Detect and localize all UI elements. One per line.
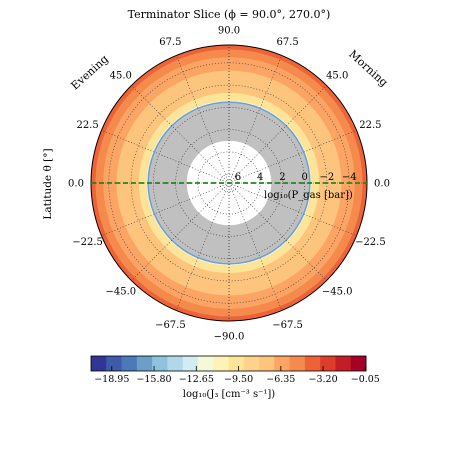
colorbar-swatch (152, 356, 168, 371)
latitude-grid-line (228, 182, 327, 281)
colorbar-tick-label: −3.20 (309, 374, 338, 385)
colorbar-frame (90, 355, 367, 372)
colorbar-swatch (121, 356, 138, 371)
latitude-tick-label: 90.0 (218, 26, 240, 37)
latitude-grid-line (175, 55, 230, 184)
latitude-grid-line (228, 182, 283, 311)
colorbar: −18.95 −15.80 −12.65 −9.50 −6.35 −3.20 −0.05 (90, 355, 380, 385)
colorbar-swatch (243, 356, 260, 371)
colorbar-swatch (320, 356, 336, 371)
colorbar-tick-label: −18.95 (94, 374, 129, 385)
pressure-tick-label: 4 (257, 172, 263, 183)
colorbar-swatch (136, 356, 153, 371)
morning-label: Morning (346, 48, 390, 90)
polar-plot: 90.0 67.5 67.5 45.0 45.0 22.5 22.5 0.0 0.0 −22.5 −… (68, 26, 390, 343)
latitude-tick-label: 67.5 (159, 37, 181, 48)
y-axis-label: Latitude θ [°] (42, 148, 54, 219)
colorbar-swatch (197, 356, 214, 371)
colorbar-tick-label: −6.35 (266, 374, 295, 385)
evening-label: Evening (68, 52, 111, 92)
latitude-tick-label: 22.5 (76, 120, 98, 131)
colorbar-swatch (335, 356, 352, 371)
pressure-tick-label: −2 (320, 172, 335, 183)
pressure-grid-circle (175, 129, 283, 237)
latitude-tick-label: −67.5 (155, 320, 186, 331)
latitude-grid-line (101, 182, 230, 237)
latitude-grid-line (131, 182, 230, 281)
latitude-tick-label: 45.0 (110, 70, 132, 81)
colorbar-tick-label: −9.50 (224, 374, 253, 385)
latitude-grid-line (175, 182, 230, 311)
chart-title: Terminator Slice (ϕ = 90.0°, 270.0°) (128, 8, 331, 21)
colorbar-label: log₁₀(J₃ [cm⁻³ s⁻¹]) (183, 389, 276, 400)
colorbar-swatch (228, 356, 245, 371)
colorbar-swatch (91, 356, 107, 371)
colorbar-swatch (289, 356, 306, 371)
latitude-tick-label: 22.5 (359, 120, 381, 131)
colorbar-swatch (304, 356, 321, 371)
latitude-grid-line (228, 85, 327, 184)
latitude-tick-label: −45.0 (322, 287, 353, 298)
latitude-tick-label: −22.5 (72, 237, 103, 248)
colorbar-tick-label: −12.65 (179, 374, 214, 385)
latitude-grid-line (101, 129, 230, 184)
colorbar-swatch (259, 356, 275, 371)
latitude-grid-line (228, 55, 283, 184)
pressure-tick-label: 0 (302, 172, 308, 183)
latitude-grid-line (131, 85, 230, 184)
colorbar-swatch (182, 356, 199, 371)
colorbar-swatch (274, 356, 291, 371)
pressure-tick-label: −4 (342, 172, 357, 183)
latitude-tick-label: −22.5 (355, 237, 386, 248)
colorbar-tick-label: −15.80 (136, 374, 171, 385)
colorbar-swatch (106, 356, 122, 371)
latitude-tick-label: 67.5 (276, 37, 298, 48)
pressure-tick-label: 6 (235, 172, 241, 183)
latitude-grid-line (228, 182, 357, 237)
latitude-tick-label: 45.0 (326, 70, 348, 81)
latitude-tick-label: −90.0 (214, 332, 245, 343)
latitude-tick-label: 0.0 (68, 179, 84, 190)
radial-axis-label: log₁₀(P_gas [bar]) (264, 190, 353, 201)
colorbar-swatch (167, 356, 184, 371)
pressure-tick-label: 2 (279, 172, 285, 183)
colorbar-tick-label: −0.05 (351, 374, 380, 385)
latitude-tick-label: −45.0 (105, 287, 136, 298)
latitude-tick-label: −67.5 (272, 320, 303, 331)
colorbar-swatch (350, 356, 367, 371)
colorbar-swatch (213, 356, 229, 371)
latitude-grid-line (228, 129, 357, 184)
latitude-tick-label: 0.0 (374, 179, 390, 190)
